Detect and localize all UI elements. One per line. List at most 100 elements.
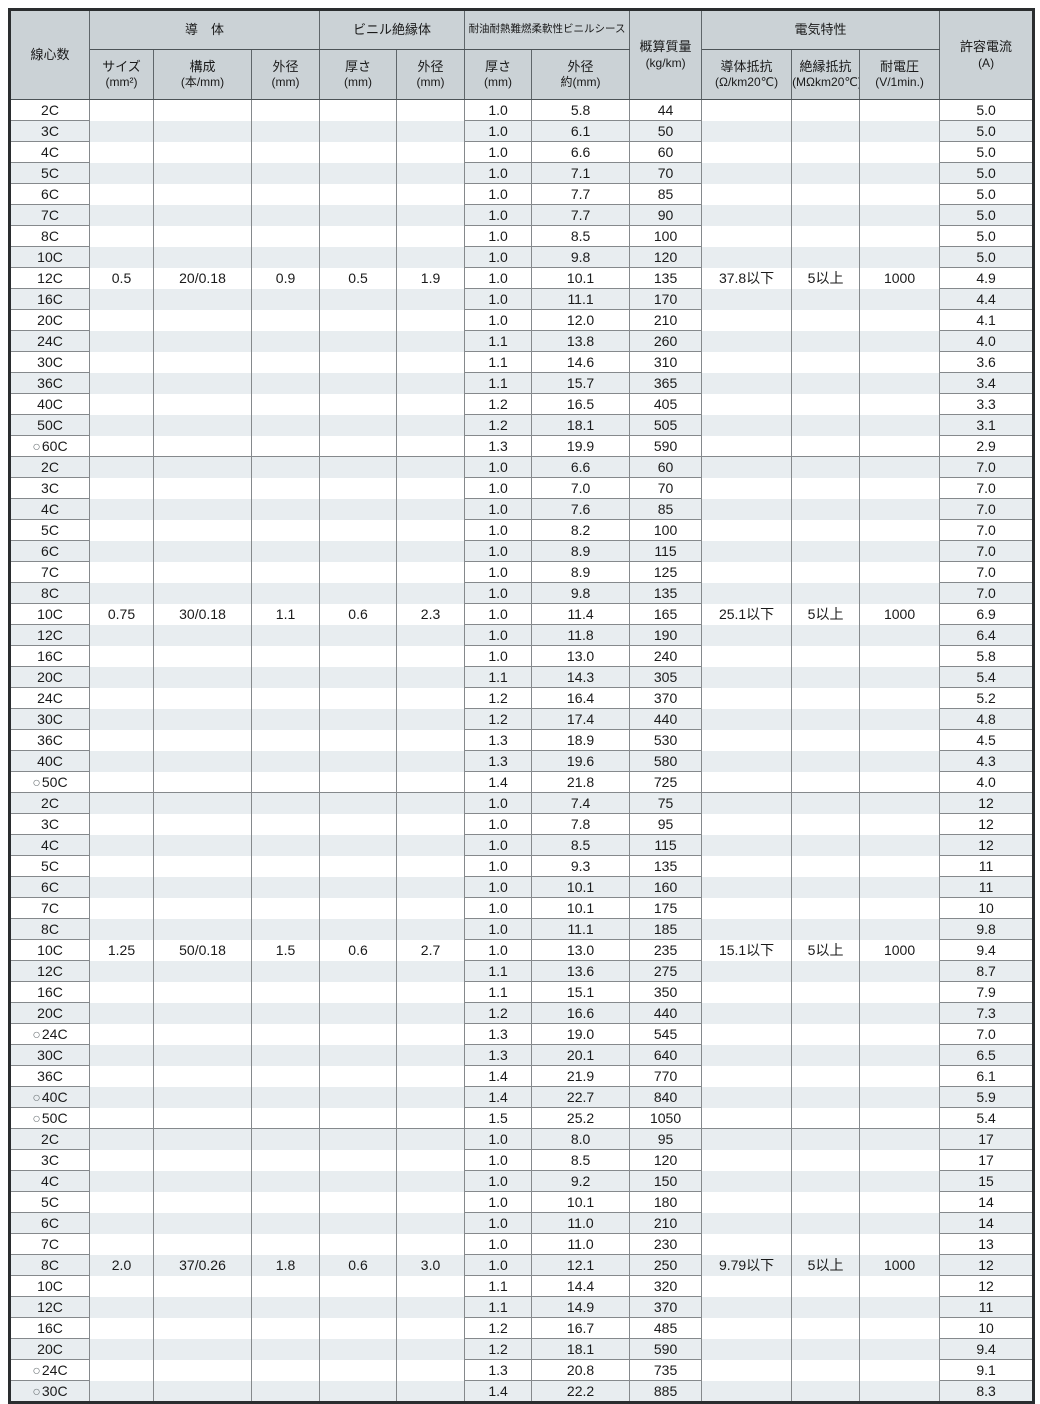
header-electrical-group: 電気特性	[701, 9, 941, 50]
cell-current: 5.8	[939, 645, 1034, 667]
cell-cores: ○40C	[9, 1086, 90, 1108]
table-row: 10C 1.0 9.8 120 5.0	[9, 246, 1034, 268]
cores-label: 7C	[41, 900, 59, 916]
table-row: 20C 1.0 12.0 210 4.1	[9, 309, 1034, 331]
table-row: 30C 1.2 17.4 440 4.8	[9, 708, 1034, 730]
cell-voltage	[859, 708, 940, 730]
cell-cores: 12C	[9, 624, 90, 646]
cell-cores: 5C	[9, 519, 90, 541]
cell-structure	[153, 120, 252, 142]
cell-conductor-od	[250, 750, 320, 772]
cell-insulation-thickness	[319, 960, 397, 982]
cell-cores: 6C	[9, 540, 90, 562]
cell-conductor-od	[250, 246, 320, 268]
cell-size	[89, 309, 154, 331]
cell-insulation-resistance	[791, 897, 860, 919]
cell-mass: 725	[629, 771, 702, 793]
cell-conductor-resistance	[701, 750, 792, 772]
cell-voltage	[859, 666, 940, 688]
cell-insulation-resistance	[791, 1128, 860, 1150]
cores-label: 30C	[37, 711, 63, 727]
cores-label: 50C	[41, 1110, 68, 1126]
cell-conductor-resistance	[701, 834, 792, 856]
cell-sheath-thickness: 1.1	[464, 981, 532, 1003]
cell-cores: 2C	[9, 99, 90, 121]
cell-voltage: 1000	[859, 939, 940, 961]
cell-cores: 10C	[9, 603, 90, 625]
cell-insulation-od	[396, 540, 465, 562]
cell-sheath-thickness: 1.0	[464, 540, 532, 562]
cell-voltage	[859, 1170, 940, 1192]
cell-size	[89, 204, 154, 226]
cell-voltage	[859, 1296, 940, 1318]
cell-current: 8.7	[939, 960, 1034, 982]
cell-mass: 90	[629, 204, 702, 226]
cell-insulation-thickness	[319, 1317, 397, 1339]
cell-sheath-thickness: 1.0	[464, 603, 532, 625]
cell-voltage	[859, 414, 940, 436]
cell-conductor-resistance	[701, 1317, 792, 1339]
cell-size	[89, 246, 154, 268]
cell-cores: 7C	[9, 1233, 90, 1255]
cell-size	[89, 624, 154, 646]
cell-conductor-resistance	[701, 1128, 792, 1150]
cell-size	[89, 813, 154, 835]
cell-size	[89, 498, 154, 520]
cores-label: 7C	[41, 1236, 59, 1252]
cell-sheath-thickness: 1.0	[464, 498, 532, 520]
cell-structure	[153, 855, 252, 877]
cell-insulation-resistance	[791, 204, 860, 226]
cell-current: 12	[939, 792, 1034, 814]
cell-sheath-thickness: 1.0	[464, 162, 532, 184]
cell-insulation-thickness	[319, 1296, 397, 1318]
cores-label: 10C	[37, 942, 63, 958]
cell-conductor-resistance	[701, 1296, 792, 1318]
cell-size	[89, 1149, 154, 1171]
cell-conductor-resistance: 25.1以下	[701, 603, 792, 625]
cell-sheath-od: 11.0	[531, 1212, 630, 1234]
cable-spec-table: 線心数 導 体 ビニル絶縁体 耐油耐熱難燃柔軟性ビニルシース 概算質量 (kg/…	[8, 8, 1036, 1404]
cell-structure	[153, 960, 252, 982]
table-row: ○24C 1.3 20.8 735 9.1	[9, 1359, 1034, 1381]
cell-voltage	[859, 561, 940, 583]
cell-voltage	[859, 183, 940, 205]
cell-conductor-resistance	[701, 162, 792, 184]
cell-insulation-resistance	[791, 1086, 860, 1108]
table-row: 3C 1.0 8.5 120 17	[9, 1149, 1034, 1171]
cell-current: 5.0	[939, 162, 1034, 184]
table-row: 3C 1.0 6.1 50 5.0	[9, 120, 1034, 142]
cell-sheath-thickness: 1.4	[464, 1065, 532, 1087]
cell-cores: 50C	[9, 414, 90, 436]
cell-size	[89, 729, 154, 751]
cell-insulation-resistance	[791, 960, 860, 982]
cell-voltage	[859, 1212, 940, 1234]
cell-mass: 120	[629, 1149, 702, 1171]
cell-insulation-thickness: 0.6	[319, 939, 397, 961]
cell-cores: 36C	[9, 1065, 90, 1087]
cell-conductor-od	[250, 582, 320, 604]
cell-mass: 60	[629, 141, 702, 163]
cell-conductor-od: 1.8	[250, 1254, 320, 1276]
cell-mass: 370	[629, 1296, 702, 1318]
cell-sheath-thickness: 1.0	[464, 813, 532, 835]
cell-mass: 60	[629, 456, 702, 478]
cell-sheath-od: 7.7	[531, 204, 630, 226]
cores-label: 8C	[41, 585, 59, 601]
cell-conductor-resistance	[701, 246, 792, 268]
cell-structure	[153, 1086, 252, 1108]
cell-structure	[153, 141, 252, 163]
cell-structure	[153, 918, 252, 940]
cores-label: 12C	[37, 270, 63, 286]
cell-cores: ○30C	[9, 1380, 90, 1403]
cell-sheath-thickness: 1.4	[464, 1380, 532, 1403]
cell-structure	[153, 1128, 252, 1150]
table-row: 36C 1.3 18.9 530 4.5	[9, 729, 1034, 751]
cell-insulation-resistance	[791, 1380, 860, 1403]
cell-current: 5.0	[939, 183, 1034, 205]
cores-label: 50C	[37, 417, 63, 433]
cell-size	[89, 1191, 154, 1213]
cell-size	[89, 540, 154, 562]
cell-insulation-resistance: 5以上	[791, 267, 860, 289]
cores-label: 60C	[41, 438, 68, 454]
table-row: ○50C 1.4 21.8 725 4.0	[9, 771, 1034, 793]
